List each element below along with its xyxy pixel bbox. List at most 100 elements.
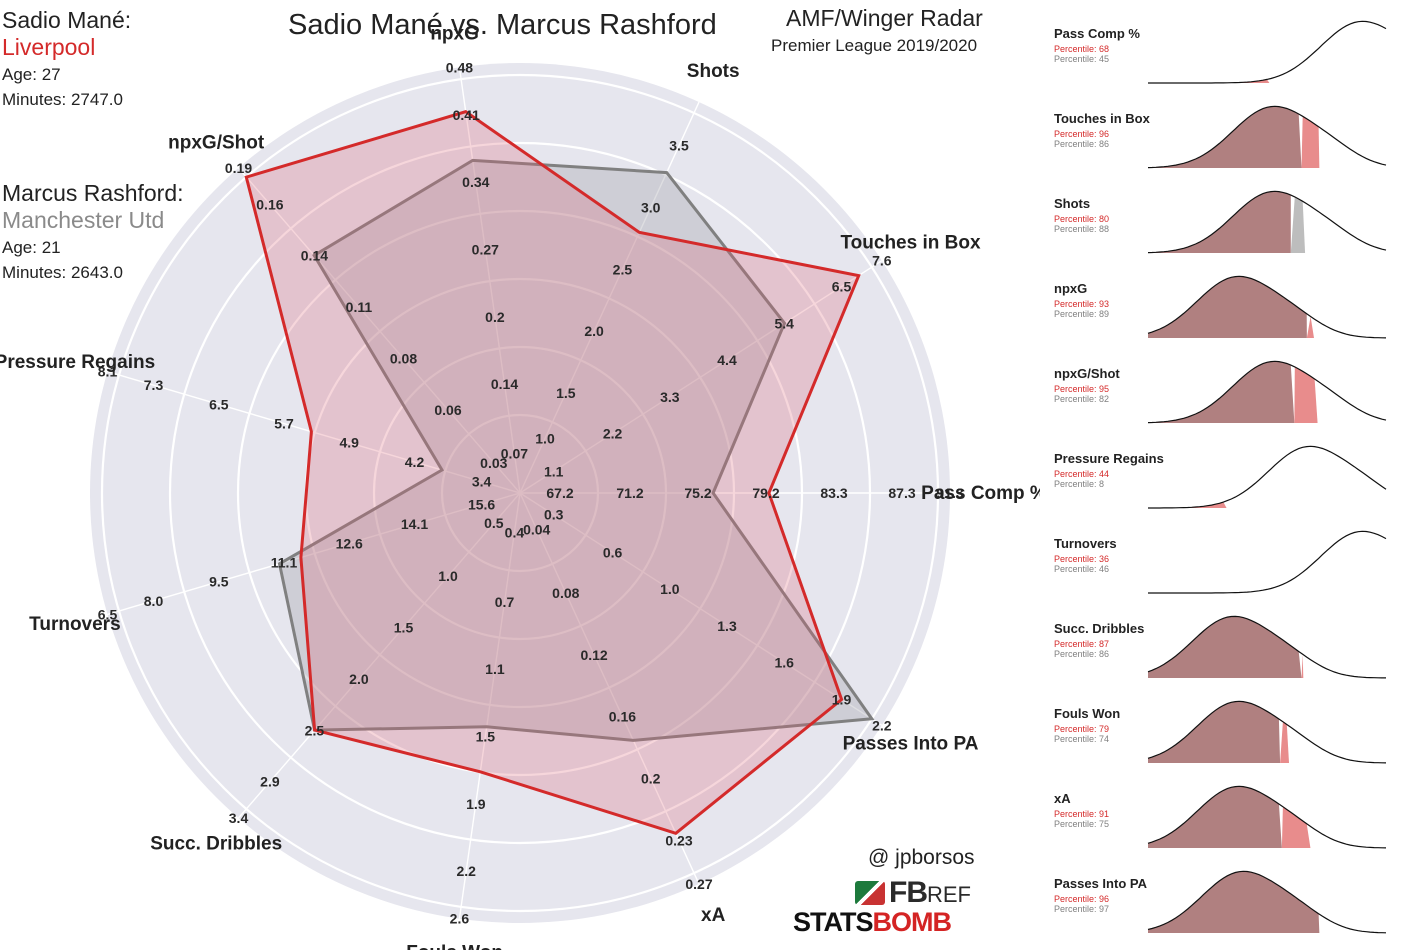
player2-percentile: Percentile: 86	[1054, 139, 1109, 149]
radar-tick-label: 3.3	[660, 389, 680, 405]
radar-tick-label: 2.5	[613, 261, 633, 277]
radar-tick-label: 0.19	[225, 160, 252, 176]
percentile-panel-title: xA	[1054, 791, 1071, 806]
radar-tick-label: 3.5	[669, 138, 689, 154]
radar-tick-label: 0.34	[462, 174, 489, 190]
statsbomb-logo-bomb: BOMB	[872, 907, 952, 937]
radar-tick-label: 71.2	[616, 485, 643, 501]
radar-tick-label: 2.9	[260, 774, 280, 790]
player2-name: Marcus Rashford:	[2, 180, 184, 206]
radar-tick-label: 1.1	[544, 463, 564, 479]
radar-tick-label: 79.2	[752, 485, 779, 501]
radar-tick-label: 0.12	[580, 647, 607, 663]
percentile-shade-common	[1148, 106, 1302, 168]
radar-tick-label: 3.4	[472, 474, 492, 490]
radar-axis-label: Succ. Dribbles	[150, 834, 282, 855]
player2-polygon	[277, 158, 875, 742]
chart-title: Sadio Mané vs. Marcus Rashford	[288, 9, 717, 41]
player1-percentile: Percentile: 36	[1054, 554, 1109, 564]
player1-percentile: Percentile: 44	[1054, 469, 1109, 479]
radar-tick-label: 2.5	[305, 722, 325, 738]
percentile-panel-title: Succ. Dribbles	[1054, 621, 1144, 636]
percentile-shade-common	[1148, 616, 1302, 678]
radar-tick-label: 1.3	[717, 618, 737, 634]
percentile-panel-title: Turnovers	[1054, 536, 1117, 551]
percentile-shade-diff	[1228, 79, 1270, 83]
radar-tick-label: 6.5	[832, 279, 852, 295]
player1-percentile: Percentile: 80	[1054, 214, 1109, 224]
radar-spoke	[458, 492, 521, 919]
radar-axis-label: Passes Into PA	[843, 734, 979, 755]
player1-age: Age: 27	[2, 65, 61, 84]
player1-percentile: Percentile: 91	[1054, 809, 1109, 819]
radar-spoke	[519, 260, 883, 494]
radar-tick-label: 1.5	[394, 620, 414, 636]
radar-tick-label: 0.03	[480, 455, 507, 471]
radar-tick-label: 0.16	[609, 709, 636, 725]
percentile-panel-title: Pass Comp %	[1054, 26, 1140, 41]
radar-axis-label: Pressure Regains	[0, 352, 155, 373]
radar-tick-label: 1.0	[438, 568, 458, 584]
player1-polygon	[244, 110, 861, 835]
percentile-panel: Pressure Regains Percentile: 44Percentile…	[1054, 445, 1387, 509]
density-curve	[1147, 190, 1387, 254]
radar-axis-label: Shots	[687, 61, 740, 82]
player1-percentile: Percentile: 79	[1054, 724, 1109, 734]
radar-tick-label: 83.3	[820, 485, 847, 501]
radar-tick-label: 12.6	[336, 535, 363, 551]
player2-percentile: Percentile: 45	[1054, 54, 1109, 64]
radar-axis-label: Turnovers	[29, 614, 121, 635]
percentile-shade-diff	[1301, 654, 1304, 678]
player1-percentile: Percentile: 95	[1054, 384, 1109, 394]
player1-percentile: Percentile: 96	[1054, 894, 1109, 904]
density-curve	[1148, 20, 1387, 84]
radar-axis-label: Touches in Box	[840, 232, 980, 253]
radar-tick-label: 9.5	[209, 574, 229, 590]
radar-tick-label: 0.3	[544, 507, 564, 523]
player1-percentile: Percentile: 68	[1054, 44, 1109, 54]
fbref-logo-fb: FB	[889, 876, 928, 909]
radar-axis-label: Pass Comp %	[921, 483, 1040, 504]
radar-spoke	[237, 492, 521, 819]
fbref-logo: FBREF	[855, 876, 971, 910]
player1-name: Sadio Mané:	[2, 7, 132, 33]
player2-percentile: Percentile: 86	[1054, 649, 1109, 659]
radar-tick-label: 0.06	[434, 402, 461, 418]
percentile-shade-diff	[1306, 316, 1315, 338]
density-curve	[1147, 870, 1387, 934]
radar-tick-label: 0.27	[685, 876, 712, 892]
percentile-panel: Passes Into PA Percentile: 96Percentile: …	[1054, 870, 1387, 934]
radar-tick-label: 2.2	[872, 717, 892, 733]
radar-tick-label: 2.0	[584, 323, 604, 339]
radar-subtitle: Premier League 2019/2020	[771, 36, 978, 55]
percentile-panel-title: Fouls Won	[1054, 706, 1120, 721]
player2-percentile: Percentile: 46	[1054, 564, 1109, 574]
radar-tick-label: 3.0	[641, 200, 661, 216]
percentile-shade-common	[1148, 871, 1320, 933]
radar-axis-label: xA	[701, 905, 726, 926]
radar-tick-label: 0.2	[485, 309, 505, 325]
radar-tick-label: 91.3	[936, 485, 963, 501]
radar-axis-label: npxG	[430, 24, 479, 45]
percentile-panel-title: Pressure Regains	[1054, 451, 1164, 466]
radar-tick-label: 1.1	[485, 661, 505, 677]
radar-spoke	[107, 492, 521, 616]
radar-tick-label: 4.4	[717, 352, 737, 368]
radar-tick-label: 15.6	[468, 496, 495, 512]
radar-tick-label: 87.3	[888, 485, 915, 501]
percentile-shade-common	[1148, 191, 1291, 253]
radar-tick-label: 7.6	[872, 253, 892, 269]
radar-tick-label: 1.6	[774, 655, 794, 671]
player2-percentile: Percentile: 89	[1054, 309, 1109, 319]
density-curve	[1147, 615, 1386, 679]
density-curve	[1147, 700, 1387, 764]
player2-percentile: Percentile: 97	[1054, 904, 1109, 914]
radar-tick-label: 6.5	[209, 396, 229, 412]
radar-tick-label: 0.5	[484, 515, 504, 531]
radar-tick-label: 0.08	[390, 351, 417, 367]
radar-tick-label: 2.2	[603, 426, 623, 442]
radar-tick-label: 11.1	[271, 555, 298, 571]
